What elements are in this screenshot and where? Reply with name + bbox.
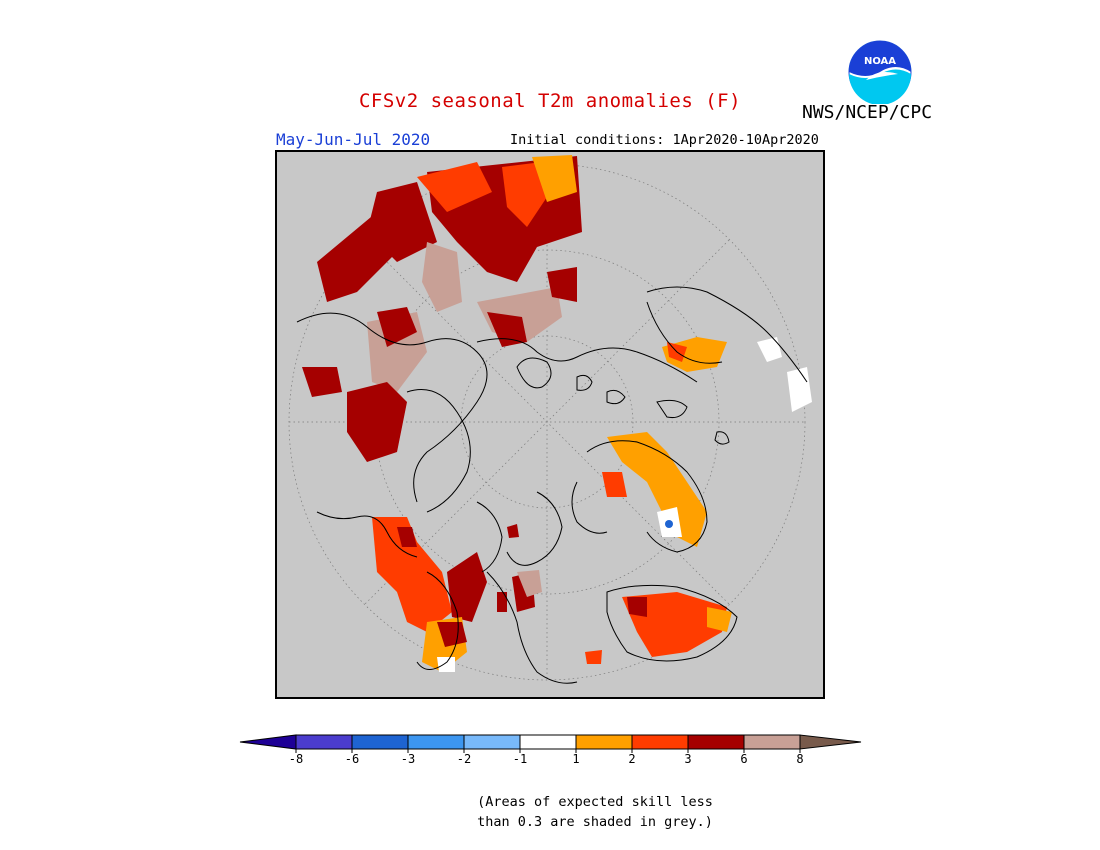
anomaly-china-white xyxy=(757,337,782,362)
anomaly-europe-pink xyxy=(422,242,462,312)
anomaly-greenland-orange xyxy=(707,607,732,632)
colorbar-swatch xyxy=(351,734,409,750)
anomaly-iberia xyxy=(317,212,397,302)
anomaly-greenland xyxy=(622,592,727,657)
colorbar-tick-label: -1 xyxy=(512,752,528,766)
colorbar-swatch xyxy=(575,734,633,750)
initial-conditions-label: Initial conditions: 1Apr2020-10Apr2020 xyxy=(510,132,819,148)
colorbar-swatch xyxy=(463,734,521,750)
anomaly-canada-red xyxy=(437,622,467,647)
anomaly-hudson-pink xyxy=(517,570,542,597)
colorbar-swatch xyxy=(407,734,465,750)
anomaly-china-white2 xyxy=(787,367,812,412)
anomaly-greenland-red xyxy=(627,597,647,617)
agency-label: NWS/NCEP/CPC xyxy=(802,102,933,123)
noaa-logo: NOAA xyxy=(848,40,912,105)
colorbar-tick-label: -8 xyxy=(288,752,304,766)
logo-text: NOAA xyxy=(864,56,896,67)
coastlines xyxy=(296,286,808,684)
anomaly-alaska xyxy=(372,517,452,632)
anomaly-siberia-red xyxy=(602,472,627,497)
colorbar-tick-label: 2 xyxy=(628,752,636,766)
anomaly-iceland xyxy=(585,650,602,664)
anomaly-yukon xyxy=(447,552,487,622)
colorbar-swatch xyxy=(743,734,801,750)
anomaly-scandinavia xyxy=(347,382,407,462)
colorbar-swatch xyxy=(295,734,353,750)
colorbar-tick-label: 1 xyxy=(572,752,580,766)
season-label: May-Jun-Jul 2020 xyxy=(276,130,431,149)
skill-note: (Areas of expected skill less than 0.3 a… xyxy=(470,792,720,832)
colorbar-arrow-left xyxy=(239,734,297,750)
anomaly-africa-orange xyxy=(417,162,492,212)
anomaly-labrador xyxy=(497,592,507,612)
colorbar xyxy=(239,734,862,753)
region-siberia xyxy=(585,432,732,664)
skill-note-line2: than 0.3 are shaded in grey.) xyxy=(477,814,713,830)
map-svg xyxy=(288,155,812,684)
polar-map xyxy=(275,150,825,699)
anomaly-europe-red xyxy=(377,307,417,347)
colorbar-swatch xyxy=(519,734,577,750)
colorbar-tick-label: 8 xyxy=(796,752,804,766)
colorbar-arrow-right xyxy=(799,734,862,750)
anomaly-canada-white xyxy=(437,657,455,672)
colorbar-tick-label: -3 xyxy=(400,752,416,766)
colorbar-tick-label: 3 xyxy=(684,752,692,766)
colorbar-tick-label: 6 xyxy=(740,752,748,766)
anomaly-arabia xyxy=(532,155,577,202)
anomaly-sahara xyxy=(502,162,547,227)
map-title: CFSv2 seasonal T2m anomalies (F) xyxy=(358,90,742,112)
anomaly-caspian xyxy=(487,312,527,347)
anomaly-kazakh xyxy=(547,267,577,302)
colorbar-swatch xyxy=(687,734,745,750)
colorbar-tick-label: -2 xyxy=(456,752,472,766)
anomaly-uk xyxy=(302,367,342,397)
colorbar-swatch xyxy=(631,734,689,750)
region-europe-africa xyxy=(302,155,582,462)
colorbar-tick-label: -6 xyxy=(344,752,360,766)
anomaly-alaska-dark xyxy=(397,527,417,547)
skill-note-line1: (Areas of expected skill less xyxy=(477,794,713,810)
anomaly-east-siberia xyxy=(607,432,707,547)
region-north-america xyxy=(372,517,542,672)
anomaly-arctic-islands xyxy=(507,524,519,538)
anomaly-siberia-blue xyxy=(665,520,673,528)
